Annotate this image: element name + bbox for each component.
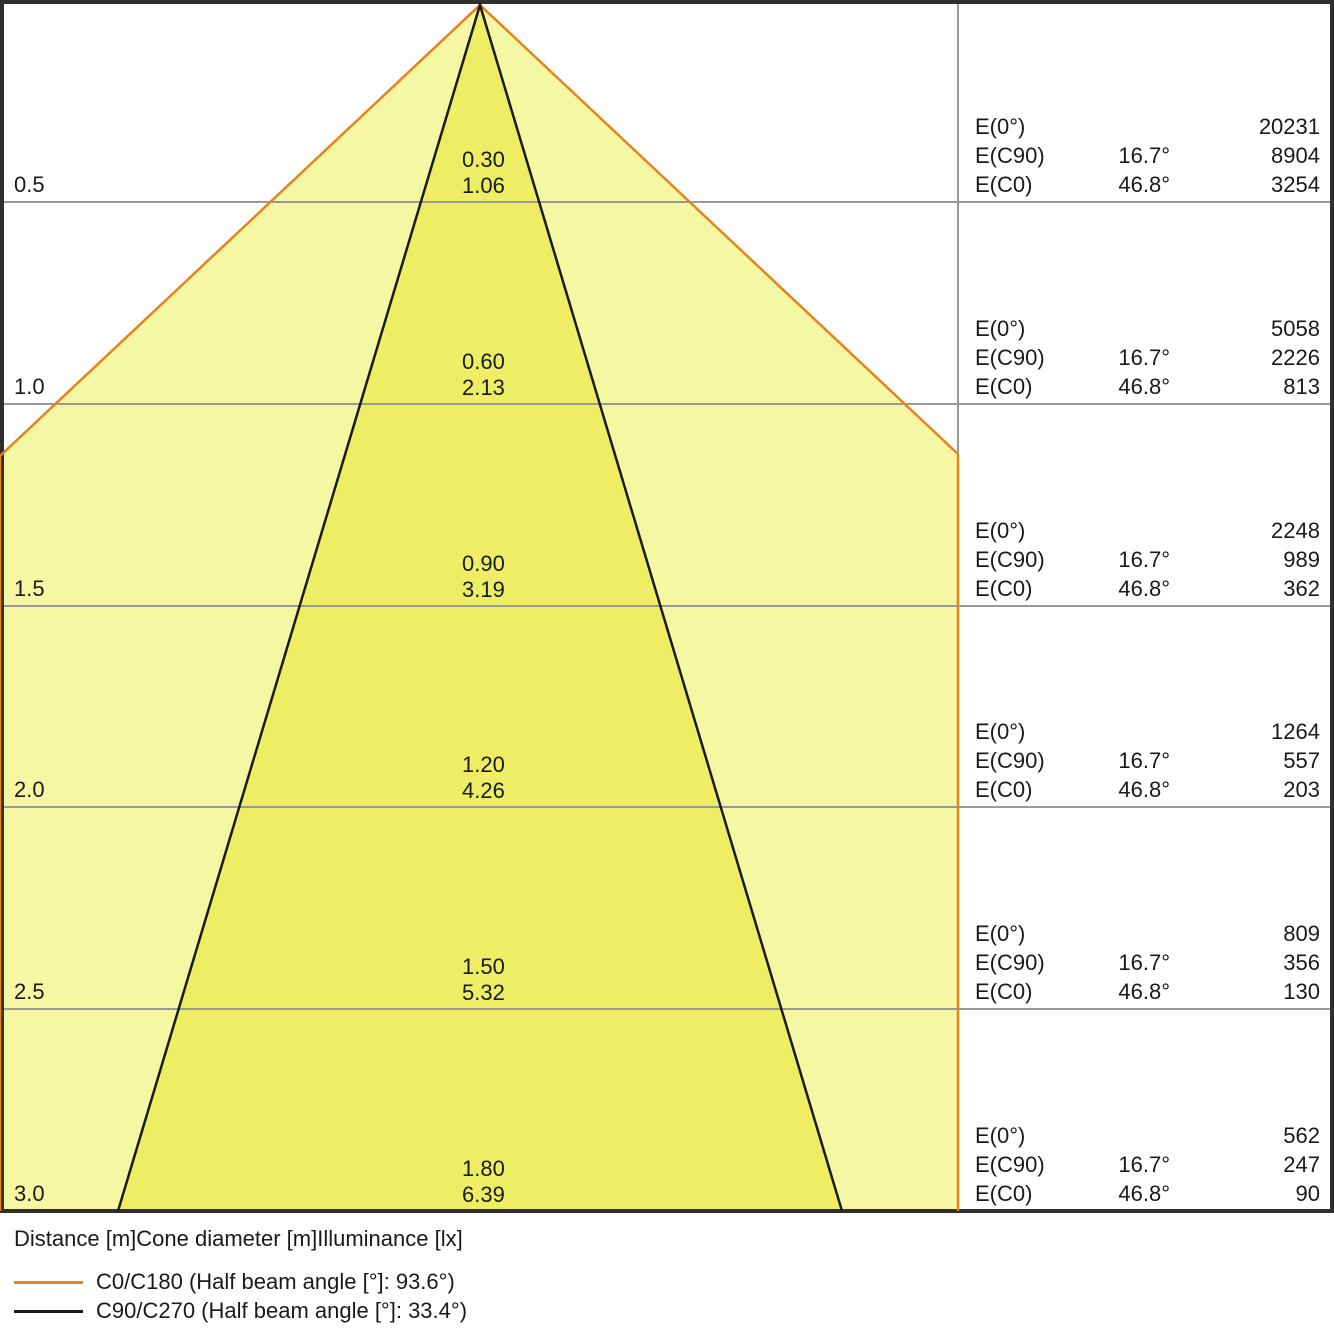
cone-diameter-label: 1.80 6.39	[462, 1156, 505, 1208]
cone-diameter-c90: 0.30	[462, 147, 505, 172]
distance-label: 2.0	[14, 777, 45, 802]
e0-value: 20231	[1258, 114, 1320, 139]
cone-diameter-c0: 2.13	[462, 375, 505, 400]
ec0-angle: 46.8°	[1118, 576, 1170, 601]
c90-line-swatch	[14, 1309, 83, 1313]
e0-label: E(0°)	[975, 316, 1026, 341]
distance-label: 2.5	[14, 979, 45, 1004]
ec90-angle: 16.7°	[1118, 345, 1170, 370]
cone-diameter-label: 0.60 2.13	[462, 349, 505, 401]
legend-label-c0: C0/C180 (Half beam angle [°]: 93.6°)	[96, 1269, 455, 1294]
cone-diameter-c90: 1.80	[462, 1156, 505, 1181]
ec90-value: 8904	[1271, 143, 1320, 168]
ec0-label: E(C0)	[975, 576, 1033, 601]
ec0-value: 362	[1283, 576, 1320, 601]
c90-beam-line	[116, 0, 844, 1212]
ec0-value: 130	[1283, 979, 1320, 1004]
ec90-value: 2226	[1271, 345, 1320, 370]
cone-diameter-c90: 1.20	[462, 752, 505, 777]
ec90-value: 557	[1283, 748, 1320, 773]
e0-value: 2248	[1271, 518, 1320, 543]
plot-frame	[0, 0, 1334, 1213]
ec90-value: 247	[1283, 1152, 1320, 1177]
ec0-value: 813	[1283, 374, 1320, 399]
e0-value: 5058	[1271, 316, 1320, 341]
ec0-angle: 46.8°	[1118, 1181, 1170, 1206]
e0-value: 1264	[1271, 719, 1320, 744]
axes-caption: Distance [m]Cone diameter [m]Illuminance…	[14, 1226, 463, 1251]
ec90-angle: 16.7°	[1118, 748, 1170, 773]
cone-diameter-c0: 3.19	[462, 577, 505, 602]
ec90-label: E(C90)	[975, 547, 1045, 572]
distance-label: 1.5	[14, 576, 45, 601]
ec0-angle: 46.8°	[1118, 374, 1170, 399]
ec90-angle: 16.7°	[1118, 547, 1170, 572]
ec90-label: E(C90)	[975, 748, 1045, 773]
illuminance-block: E(0°) 809 E(C90) 16.7° 356 E(C0) 46.8° 1…	[958, 919, 1334, 1006]
ec0-angle: 46.8°	[1118, 172, 1170, 197]
ec0-label: E(C0)	[975, 777, 1033, 802]
e0-label: E(0°)	[975, 114, 1026, 139]
ec0-angle: 46.8°	[1118, 777, 1170, 802]
e0-label: E(0°)	[975, 518, 1026, 543]
ec0-label: E(C0)	[975, 374, 1033, 399]
ec90-label: E(C90)	[975, 345, 1045, 370]
e0-value: 562	[1283, 1123, 1320, 1148]
ec90-angle: 16.7°	[1118, 1152, 1170, 1177]
e0-label: E(0°)	[975, 719, 1026, 744]
ec90-value: 356	[1283, 950, 1320, 975]
ec0-value: 90	[1295, 1181, 1320, 1206]
distance-label: 1.0	[14, 374, 45, 399]
ec0-label: E(C0)	[975, 1181, 1033, 1206]
cone-diameter-label: 1.50 5.32	[462, 954, 505, 1006]
cone-diameter-label: 0.30 1.06	[462, 147, 505, 199]
ec90-value: 989	[1283, 547, 1320, 572]
legend-item-c90: C90/C270 (Half beam angle [°]: 33.4°)	[14, 1297, 467, 1325]
cone-diameter-c0: 5.32	[462, 980, 505, 1005]
distance-label: 3.0	[14, 1181, 45, 1206]
e0-value: 809	[1283, 921, 1320, 946]
cone-diameter-c90: 0.90	[462, 551, 505, 576]
ec0-label: E(C0)	[975, 979, 1033, 1004]
distance-label: 0.5	[14, 172, 45, 197]
e0-label: E(0°)	[975, 921, 1026, 946]
ec0-value: 203	[1283, 777, 1320, 802]
cone-diameter-c0: 6.39	[462, 1182, 505, 1207]
ec0-label: E(C0)	[975, 172, 1033, 197]
ec90-angle: 16.7°	[1118, 143, 1170, 168]
cone-diameter-c90: 0.60	[462, 349, 505, 374]
e0-label: E(0°)	[975, 1123, 1026, 1148]
ec90-label: E(C90)	[975, 143, 1045, 168]
illuminance-block: E(0°) 2248 E(C90) 16.7° 989 E(C0) 46.8° …	[958, 516, 1334, 603]
illuminance-block: E(0°) 1264 E(C90) 16.7° 557 E(C0) 46.8° …	[958, 717, 1334, 804]
legend-label-c90: C90/C270 (Half beam angle [°]: 33.4°)	[96, 1298, 468, 1323]
cone-diameter-c0: 4.26	[462, 778, 505, 803]
ec90-label: E(C90)	[975, 950, 1045, 975]
illuminance-block: E(0°) 20231 E(C90) 16.7° 8904 E(C0) 46.8…	[958, 112, 1334, 199]
cone-diameter-label: 0.90 3.19	[462, 551, 505, 603]
legend-item-c0: C0/C180 (Half beam angle [°]: 93.6°)	[14, 1268, 455, 1296]
illuminance-block: E(0°) 5058 E(C90) 16.7° 2226 E(C0) 46.8°…	[958, 314, 1334, 401]
ec0-value: 3254	[1271, 172, 1320, 197]
illuminance-block: E(0°) 562 E(C90) 16.7° 247 E(C0) 46.8° 9…	[958, 1121, 1334, 1208]
cone-diameter-label: 1.20 4.26	[462, 752, 505, 804]
ec0-angle: 46.8°	[1118, 979, 1170, 1004]
c90-cone-fill	[118, 5, 842, 1211]
ec90-label: E(C90)	[975, 1152, 1045, 1177]
c0-line-swatch	[14, 1280, 83, 1284]
ec90-angle: 16.7°	[1118, 950, 1170, 975]
cone-diameter-c90: 1.50	[462, 954, 505, 979]
cone-diameter-c0: 1.06	[462, 173, 505, 198]
